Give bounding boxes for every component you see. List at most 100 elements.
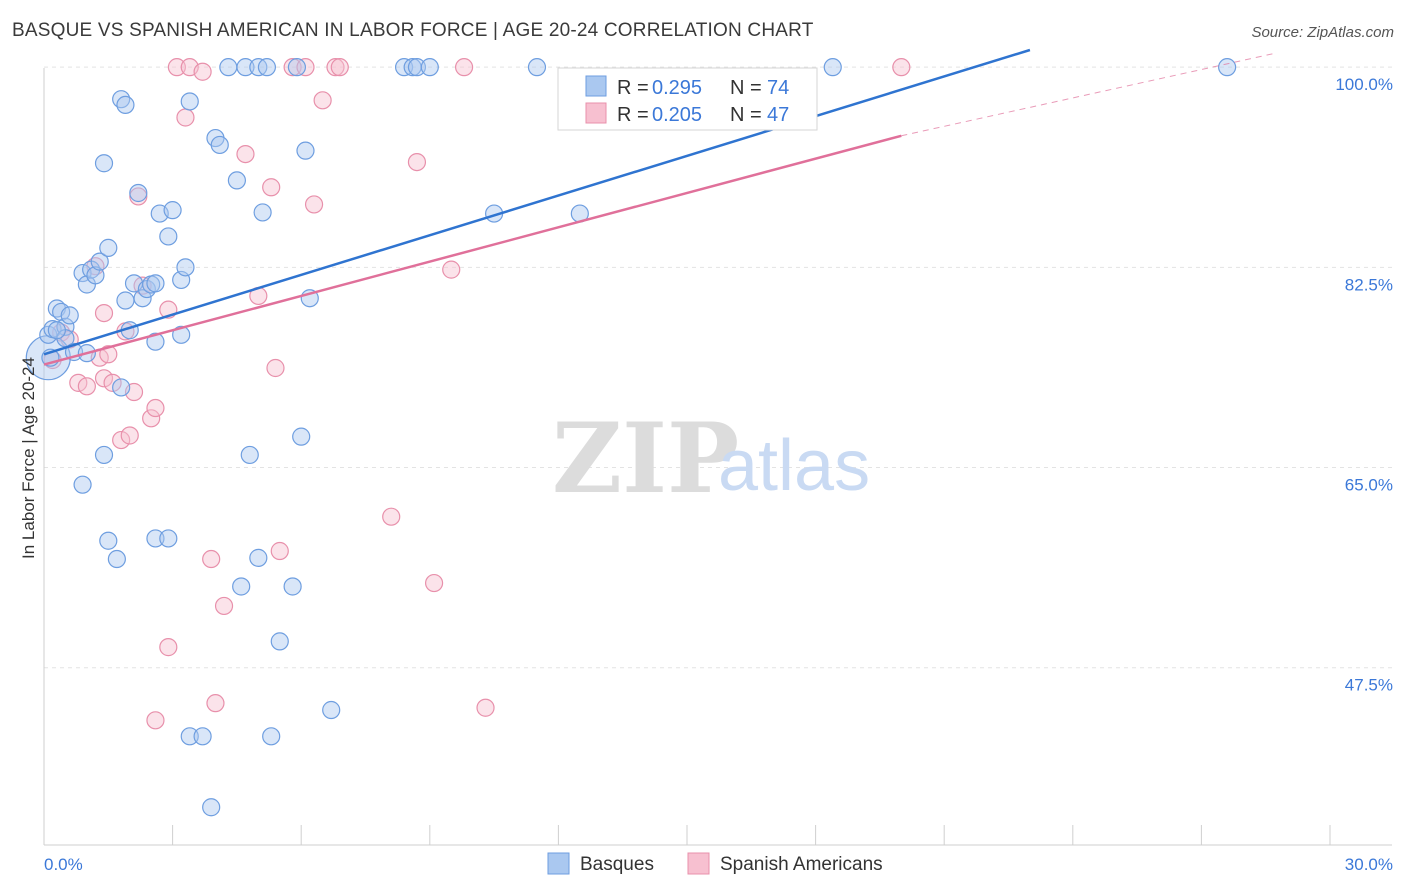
spanish-point-30 (262, 178, 281, 197)
y-tick-label-1: 82.5% (1345, 275, 1393, 294)
basque-point-38 (172, 325, 191, 344)
trend-lines (43, 48, 1275, 366)
spanish-point-27 (214, 596, 234, 616)
spanish-point-4 (77, 377, 96, 396)
spanish-point-38 (330, 58, 349, 77)
legend-n-label-1: N = (730, 77, 762, 99)
basque-point-23 (116, 291, 135, 310)
legend-r-value-2: 0.205 (652, 104, 702, 126)
basque-point-53 (253, 203, 272, 222)
spanish-point-12 (120, 426, 139, 445)
basque-trend-line (43, 48, 1031, 356)
basque-point-26 (129, 183, 148, 203)
spanish-point-45 (892, 58, 911, 77)
chart-title: BASQUE VS SPANISH AMERICAN IN LABOR FORC… (12, 20, 814, 41)
basque-point-45 (210, 135, 229, 155)
spanish-point-21 (167, 58, 186, 77)
basque-point-14 (94, 445, 114, 465)
legend-swatch-spanish (585, 102, 607, 124)
spanish-point-9 (103, 373, 122, 392)
spanish-point-44 (476, 698, 495, 717)
grid-lines (44, 66, 1392, 669)
basque-point-70 (823, 58, 842, 77)
source-credit: Source: ZipAtlas.com (1251, 24, 1394, 41)
basque-point-35 (159, 227, 178, 246)
basque-point-32 (146, 332, 165, 351)
basque-point-18 (94, 154, 114, 173)
basque-point-47 (227, 171, 246, 190)
basque-point-73 (47, 321, 66, 340)
spanish-point-32 (270, 541, 289, 561)
spanish-point-42 (442, 260, 461, 279)
basque-point-30 (146, 529, 165, 548)
legend-n-label-2: N = (730, 104, 762, 126)
spanish-point-43 (454, 58, 474, 77)
spanish-trend-line (43, 134, 902, 366)
spanish-point-18 (146, 711, 165, 730)
legend-r-label-2: R = (617, 104, 649, 126)
basque-point-20 (112, 378, 131, 397)
watermark-atlas: atlas (718, 426, 870, 506)
spanish-point-20 (159, 638, 178, 657)
basque-point-46 (219, 58, 238, 77)
spanish-point-46 (99, 345, 118, 364)
spanish-point-35 (304, 195, 324, 214)
spanish-point-17 (146, 398, 165, 418)
spanish-point-28 (236, 144, 255, 164)
basque-point-65 (407, 58, 427, 77)
legend-n-value-1: 74 (767, 77, 789, 99)
basque-point-68 (527, 58, 547, 77)
basque-point-48 (232, 577, 251, 596)
bottom-legend: Basques Spanish Americans (547, 852, 883, 875)
basque-point-43 (202, 798, 221, 817)
basque-point-59 (292, 427, 311, 446)
basque-point-12 (90, 252, 109, 271)
spanish-point-22 (176, 108, 195, 127)
basque-point-41 (180, 727, 199, 746)
y-tick-labels: 100.0% 82.5% 65.0% 47.5% (1335, 75, 1393, 695)
x-tick-label-1: 30.0% (1345, 855, 1393, 874)
axes (43, 68, 1392, 846)
x-tick-label-0: 0.0% (44, 855, 83, 874)
y-tick-label-3: 47.5% (1345, 676, 1393, 695)
bottom-legend-spanish: Spanish Americans (720, 854, 883, 875)
spanish-point-24 (193, 62, 212, 81)
basque-point-49 (236, 58, 255, 77)
spanish-point-8 (94, 369, 114, 388)
spanish-point-39 (382, 507, 401, 526)
basque-point-27 (133, 289, 152, 308)
bottom-legend-swatch-basques (547, 852, 570, 875)
basque-point-66 (420, 58, 439, 77)
spanish-point-36 (313, 91, 332, 110)
spanish-point-40 (407, 153, 427, 172)
basque-point-31 (146, 274, 165, 293)
basque-point-15 (99, 531, 118, 550)
basque-point-50 (240, 445, 259, 465)
spanish-point-25 (202, 549, 221, 569)
legend-r-value-1: 0.295 (652, 77, 702, 99)
series-basques (25, 58, 1237, 817)
y-axis-label: In Labor Force | Age 20-24 (19, 357, 38, 559)
basque-point-62 (322, 700, 341, 720)
basque-point-60 (296, 141, 315, 160)
series-spanish-americans (43, 58, 911, 730)
basque-point-52 (249, 548, 268, 567)
basque-point-57 (283, 577, 302, 596)
bottom-legend-basques: Basques (580, 854, 654, 875)
basque-point-17 (99, 238, 118, 257)
basque-point-19 (107, 549, 126, 569)
y-tick-label-2: 65.0% (1345, 476, 1393, 495)
basque-point-16 (73, 475, 92, 494)
legend-swatch-basques (585, 75, 607, 97)
spanish-point-10 (112, 430, 131, 450)
spanish-point-41 (424, 573, 444, 593)
basque-point-71 (1218, 58, 1237, 77)
bottom-legend-swatch-spanish (687, 852, 710, 875)
basque-point-55 (262, 727, 281, 746)
legend-box: R = 0.295 N = 74 R = 0.205 N = 47 (557, 67, 818, 131)
basque-point-56 (270, 632, 289, 651)
basque-point-22 (116, 95, 135, 115)
spanish-point-16 (142, 409, 161, 428)
basque-point-6 (60, 306, 79, 325)
